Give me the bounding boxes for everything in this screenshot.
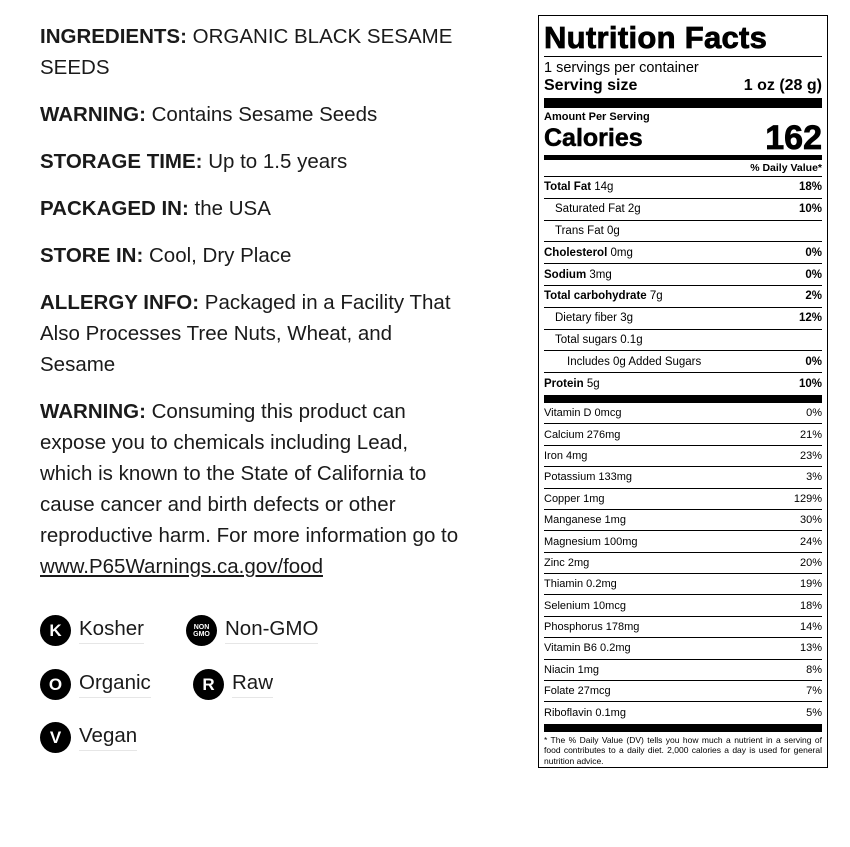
info-packaged-in: PACKAGED IN: the USA — [40, 197, 271, 220]
vitamin-row: Zinc 2mg 20% — [544, 553, 822, 575]
vitamin-row: Vitamin B6 0.2mg 13% — [544, 638, 822, 660]
vitamin-row: Niacin 1mg 8% — [544, 660, 822, 682]
calories: Calories 162 — [544, 119, 823, 157]
badge-non-gmo: NON GMO Non-GMO — [186, 615, 319, 646]
footnote: * The % Daily Value (DV) tells you how m… — [544, 734, 822, 766]
non-gmo-icon: NON GMO — [186, 615, 217, 646]
badge-raw: R Raw — [193, 669, 274, 700]
serving-size: Serving size 1 oz (28 g) — [544, 77, 822, 94]
prop65-warning: WARNING: Consuming this product can expo… — [40, 400, 459, 578]
p65-link[interactable]: www.P65Warnings.ca.gov/food — [40, 555, 323, 578]
nutrient-row: Total carbohydrate 7g 2% — [544, 286, 822, 308]
vitamin-row: Selenium 10mcg 18% — [544, 595, 822, 617]
kosher-icon: K — [40, 615, 71, 646]
info-warning: WARNING: Contains Sesame Seeds — [40, 103, 378, 126]
servings-per-container: 1 servings per container — [544, 60, 699, 76]
divider — [544, 394, 822, 403]
product-info: INGREDIENTS: ORGANIC BLACK SESAME SEEDS … — [40, 21, 460, 598]
nutrient-row: Cholesterol 0mg 0% — [544, 242, 822, 265]
nutrient-row: Total sugars 0.1g — [544, 330, 822, 352]
vitamin-row: Calcium 276mg 21% — [544, 424, 822, 446]
nutrient-row: Trans Fat 0g — [544, 221, 822, 243]
amount-per-serving: Amount Per Serving — [544, 111, 650, 123]
nutrient-row: Protein 5g 10% — [544, 378, 822, 391]
vitamin-row: Folate 27mcg 7% — [544, 681, 822, 703]
vitamin-row: Phosphorus 178mg 14% — [544, 617, 822, 639]
divider — [544, 98, 822, 108]
vitamin-row: Manganese 1mg 30% — [544, 510, 822, 532]
raw-icon: R — [193, 669, 224, 700]
vitamin-row: Thiamin 0.2mg 19% — [544, 574, 822, 596]
vitamin-row: Riboflavin 0.1mg 5% — [544, 707, 822, 720]
nutrient-row: Saturated Fat 2g 10% — [544, 199, 822, 221]
info-ingredients: INGREDIENTS: ORGANIC BLACK SESAME SEEDS — [40, 25, 453, 79]
nutrient-row: Dietary fiber 3g 12% — [544, 308, 822, 330]
badge-kosher: K Kosher — [40, 615, 144, 646]
nutrition-title: Nutrition Facts — [544, 20, 822, 57]
badge-organic: O Organic — [40, 669, 151, 700]
info-store-in: STORE IN: Cool, Dry Place — [40, 244, 292, 267]
nutrient-row: Total Fat 14g 18% — [544, 177, 822, 199]
vitamin-row: Magnesium 100mg 24% — [544, 531, 822, 553]
nutrition-facts-label: Nutrition Facts 1 servings per container… — [538, 15, 828, 768]
nutrient-row: Includes 0g Added Sugars 0% — [544, 351, 822, 374]
divider — [544, 723, 822, 732]
daily-value-header: % Daily Value* — [544, 160, 822, 177]
info-allergy: ALLERGY INFO: Packaged in a Facility Tha… — [40, 291, 451, 376]
organic-icon: O — [40, 669, 71, 700]
vitamin-row: Potassium 133mg 3% — [544, 467, 822, 489]
vitamin-row: Vitamin D 0mcg 0% — [544, 403, 822, 425]
badge-vegan: V Vegan — [40, 722, 138, 753]
vitamin-row: Iron 4mg 23% — [544, 446, 822, 468]
info-storage-time: STORAGE TIME: Up to 1.5 years — [40, 150, 348, 173]
vegan-icon: V — [40, 722, 71, 753]
nutrient-row: Sodium 3mg 0% — [544, 264, 822, 286]
vitamin-row: Copper 1mg 129% — [544, 489, 822, 510]
divider — [544, 155, 822, 160]
